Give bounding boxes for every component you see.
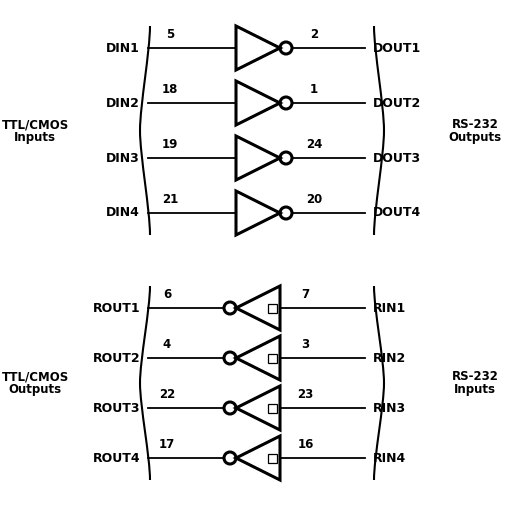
Text: 23: 23 [298, 388, 314, 401]
Text: ROUT3: ROUT3 [92, 402, 140, 414]
Text: 3: 3 [302, 338, 310, 351]
Text: RIN1: RIN1 [373, 301, 406, 315]
Text: DOUT1: DOUT1 [373, 42, 421, 54]
Text: 20: 20 [306, 193, 322, 206]
Text: DOUT3: DOUT3 [373, 152, 421, 164]
Text: Outputs: Outputs [448, 131, 501, 144]
Bar [268, 404, 277, 412]
Text: Inputs: Inputs [14, 131, 56, 144]
Text: 24: 24 [306, 138, 322, 151]
Text: DIN2: DIN2 [106, 97, 140, 109]
Text: RIN2: RIN2 [373, 352, 406, 364]
Text: DIN4: DIN4 [106, 207, 140, 219]
Text: 22: 22 [159, 388, 175, 401]
Text: ROUT4: ROUT4 [92, 451, 140, 465]
Text: 2: 2 [310, 28, 318, 41]
Text: RS-232: RS-232 [452, 371, 498, 383]
Text: DIN1: DIN1 [106, 42, 140, 54]
Text: DOUT4: DOUT4 [373, 207, 421, 219]
Text: DOUT2: DOUT2 [373, 97, 421, 109]
Text: RIN3: RIN3 [373, 402, 406, 414]
Text: Inputs: Inputs [454, 383, 496, 397]
Text: 19: 19 [162, 138, 178, 151]
Text: TTL/CMOS: TTL/CMOS [2, 118, 68, 131]
Text: RIN4: RIN4 [373, 451, 406, 465]
Text: 1: 1 [310, 83, 318, 96]
Text: DIN3: DIN3 [106, 152, 140, 164]
Text: ROUT1: ROUT1 [92, 301, 140, 315]
Text: RS-232: RS-232 [452, 118, 498, 131]
Text: 5: 5 [166, 28, 174, 41]
Bar [268, 454, 277, 463]
Text: 17: 17 [159, 438, 175, 451]
Text: TTL/CMOS: TTL/CMOS [2, 371, 68, 383]
Text: 18: 18 [162, 83, 178, 96]
Bar [268, 353, 277, 362]
Text: 6: 6 [163, 288, 171, 301]
Bar [268, 303, 277, 313]
Text: 16: 16 [297, 438, 314, 451]
Text: 21: 21 [162, 193, 178, 206]
Text: ROUT2: ROUT2 [92, 352, 140, 364]
Text: 4: 4 [163, 338, 171, 351]
Text: 7: 7 [302, 288, 310, 301]
Text: Outputs: Outputs [9, 383, 61, 397]
